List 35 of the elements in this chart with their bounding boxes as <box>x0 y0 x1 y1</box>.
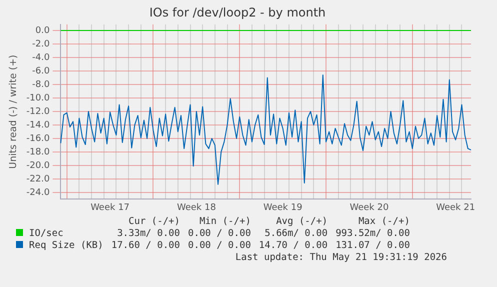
text: 131.07 / 0.00 <box>334 240 411 252</box>
y-tick-label: -2.0 <box>32 39 50 50</box>
legend-label: Req Size (KB) <box>28 240 104 252</box>
x-tick-label: Week 19 <box>263 202 303 213</box>
text: 0.00 / 0.00 <box>187 228 252 240</box>
text: Min (-/+) <box>198 216 252 228</box>
y-tick-label: -6.0 <box>32 66 50 76</box>
y-tick-label: -22.0 <box>26 174 50 184</box>
text: 993.52m/ 0.00 <box>334 228 411 240</box>
text: Cur (-/+) <box>128 216 181 228</box>
chart-title: IOs for /dev/loop2 - by month <box>149 5 326 20</box>
y-tick-label: -12.0 <box>26 106 50 117</box>
y-tick-label: -18.0 <box>26 147 50 158</box>
text: 3.33m/ 0.00 <box>116 228 181 240</box>
x-tick-label: Week 21 <box>436 202 476 213</box>
x-tick-label: Week 18 <box>176 202 216 213</box>
x-tick-label: Week 20 <box>350 202 389 213</box>
y-tick-label: -14.0 <box>26 120 50 130</box>
y-tick-label: -8.0 <box>32 80 50 90</box>
text: Max (-/+) <box>357 216 411 228</box>
legend-label: IO/sec <box>28 228 64 240</box>
text: 17.60 / 0.00 <box>110 240 181 252</box>
y-tick-label: -16.0 <box>26 134 50 144</box>
y-tick-label: -20.0 <box>26 160 50 171</box>
y-axis-title: Units read (-) / write (+) <box>8 54 20 169</box>
text: Avg (-/+) <box>275 216 329 228</box>
y-tick-label: -24.0 <box>26 188 50 198</box>
text: 5.66m/ 0.00 <box>264 228 329 240</box>
y-tick-label: -4.0 <box>32 52 50 63</box>
y-tick-label: -10.0 <box>26 93 50 104</box>
text: Last update: Thu May 21 19:31:19 2026 <box>234 252 447 264</box>
text: 0.00 / 0.00 <box>187 240 252 252</box>
x-tick-label: Week 17 <box>90 202 130 213</box>
text: 14.70 / 0.00 <box>258 240 329 252</box>
y-tick-label: 0.0 <box>35 26 50 36</box>
